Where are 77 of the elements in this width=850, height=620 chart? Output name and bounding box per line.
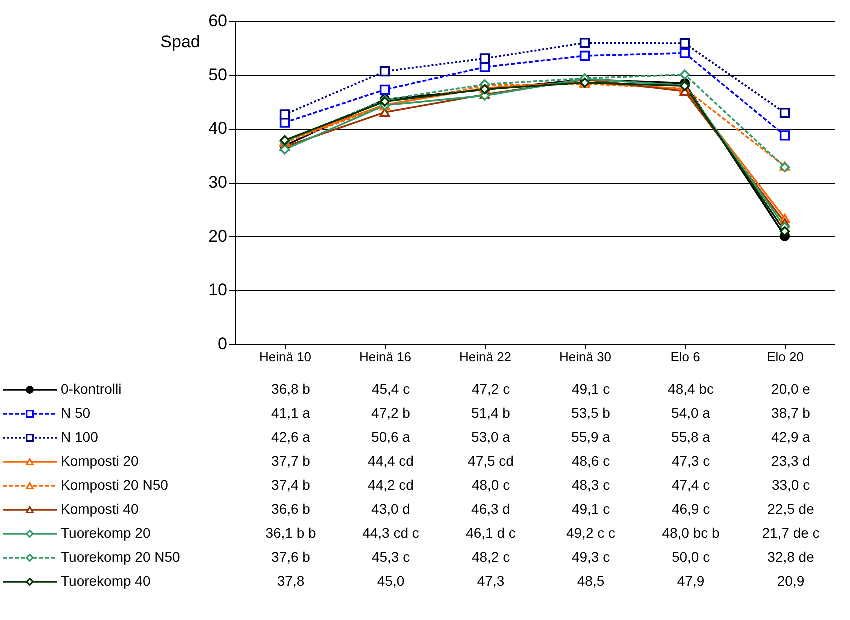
data-label: 37,4 b [272,477,311,493]
data-label: 42,9 a [772,429,811,445]
data-label: 41,1 a [272,405,311,421]
x-tick-label: Heinä 30 [559,350,612,364]
data-label: 55,9 a [572,429,611,445]
legend-label: Tuorekomp 20 N50 [61,549,181,565]
x-tick-label: Heinä 10 [259,350,312,364]
data-label: 36,8 b [272,381,311,397]
y-tick-label: 30 [208,173,228,192]
data-label: 36,1 b b [266,525,317,541]
data-label: 53,0 a [472,429,511,445]
data-label: 42,6 a [272,429,311,445]
data-label: 20,0 e [772,381,811,397]
data-label: 44,4 cd [368,453,414,469]
y-tick-label: 50 [208,65,228,84]
data-label: 47,2 b [372,405,411,421]
data-label: 44,2 cd [368,477,414,493]
y-tick-label: 10 [208,280,228,300]
y-tick-label: 20 [208,226,228,246]
data-label: 48,4 bc [668,381,714,397]
data-label: 54,0 a [672,405,711,421]
data-label: 48,3 c [572,477,610,493]
data-label: 49,1 c [572,501,610,517]
data-label: 49,2 c c [566,525,616,541]
data-label: 55,8 a [672,429,711,445]
data-label: 44,3 cd c [362,525,420,541]
data-label: 46,1 d c [466,525,516,541]
data-label: 38,7 b [772,405,811,421]
y-tick-label: 60 [208,12,228,30]
data-label: 32,8 de [768,549,815,565]
data-label: 51,4 b [472,405,511,421]
legend-label: Tuorekomp 20 [61,525,151,541]
data-label: 47,2 c [472,381,510,397]
y-tick-label: 40 [208,119,228,138]
data-label: 43,0 d [372,501,410,517]
data-label: 48,0 c [472,477,510,493]
data-label: 37,6 b [272,549,311,565]
data-label: 49,3 c [572,549,610,565]
legend-label: 0-kontrolli [61,381,122,397]
data-label: 47,3 c [672,453,710,469]
data-label: 36,6 b [272,501,311,517]
legend-label: Komposti 40 [61,501,140,517]
data-label: 48,6 c [572,453,610,469]
data-label: 49,1 c [572,381,610,397]
data-label: 48,5 [577,573,605,589]
legend-label: Komposti 20 [61,453,140,469]
data-label: 37,8 [277,573,305,589]
data-label: 37,7 b [272,453,311,469]
legend-label: N 100 [61,429,99,445]
legend-label: Komposti 20 N50 [61,477,169,493]
data-label: 46,9 c [672,501,710,517]
data-label: 47,3 [477,573,505,589]
data-label: 47,5 cd [468,453,514,469]
data-label: 45,3 c [372,549,410,565]
data-label: 45,4 c [372,381,410,397]
x-tick-label: Elo 20 [767,350,804,364]
x-tick-label: Elo 6 [670,350,700,364]
data-label: 47,4 c [672,477,710,493]
y-axis-title: Spad [160,32,200,52]
data-label: 45,0 [377,573,405,589]
data-label: 53,5 b [572,405,611,421]
data-label: 46,3 d [472,501,510,517]
data-label: 22,5 de [768,501,815,517]
legend-label: N 50 [61,405,91,421]
data-label: 21,7 de c [762,525,820,541]
data-label: 50,0 c [672,549,710,565]
legend-label: Tuorekomp 40 [61,573,151,589]
y-tick-label: 0 [218,334,228,354]
x-tick-label: Heinä 16 [359,350,412,364]
data-label: 33,0 c [772,477,810,493]
data-label: 20,9 [777,573,805,589]
data-label: 50,6 a [372,429,411,445]
data-label: 48,2 c [472,549,510,565]
data-label: 48,0 bc b [662,525,720,541]
data-label: 47,9 [677,573,705,589]
x-tick-label: Heinä 22 [459,350,512,364]
data-label: 23,3 d [772,453,810,469]
